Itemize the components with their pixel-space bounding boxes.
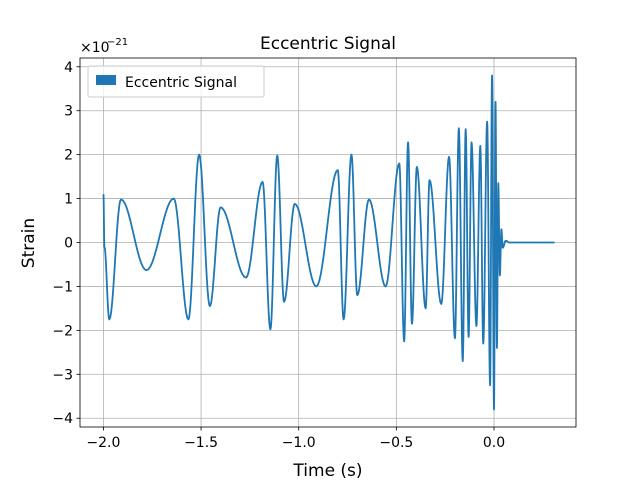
- x-tick-label: −1.0: [282, 435, 316, 451]
- x-axis-ticks: −2.0 −1.5 −1.0 −0.5 0.0: [86, 427, 505, 451]
- y-tick-label: 0: [64, 236, 73, 252]
- legend-entry-label: Eccentric Signal: [125, 75, 237, 91]
- x-tick-label: −0.5: [379, 435, 413, 451]
- plot-area: [102, 74, 555, 411]
- multiplier-exponent: −21: [107, 37, 128, 48]
- y-axis-multiplier: ×10 −21: [80, 37, 128, 56]
- legend-swatch: [96, 75, 116, 85]
- y-tick-label: −1: [52, 279, 73, 295]
- series-line-eccentric-signal: [102, 74, 555, 411]
- y-axis-ticks: −4 −3 −2 −1 0 1 2 3 4: [52, 60, 80, 427]
- chart-title: Eccentric Signal: [260, 34, 396, 54]
- y-axis-label: Strain: [19, 218, 39, 268]
- y-tick-label: 1: [64, 192, 73, 208]
- y-tick-label: 4: [64, 60, 73, 76]
- legend-box: [87, 65, 265, 98]
- multiplier-base: ×10: [80, 40, 110, 56]
- x-tick-label: 0.0: [483, 435, 505, 451]
- x-axis-label: Time (s): [292, 461, 362, 480]
- y-tick-label: 2: [64, 148, 73, 164]
- y-tick-label: −4: [52, 411, 73, 427]
- y-tick-label: −2: [52, 323, 73, 339]
- y-tick-label: −3: [52, 367, 73, 383]
- legend: Eccentric Signal: [87, 65, 265, 98]
- x-tick-label: −2.0: [86, 435, 120, 451]
- x-tick-label: −1.5: [184, 435, 218, 451]
- y-tick-label: 3: [64, 104, 73, 120]
